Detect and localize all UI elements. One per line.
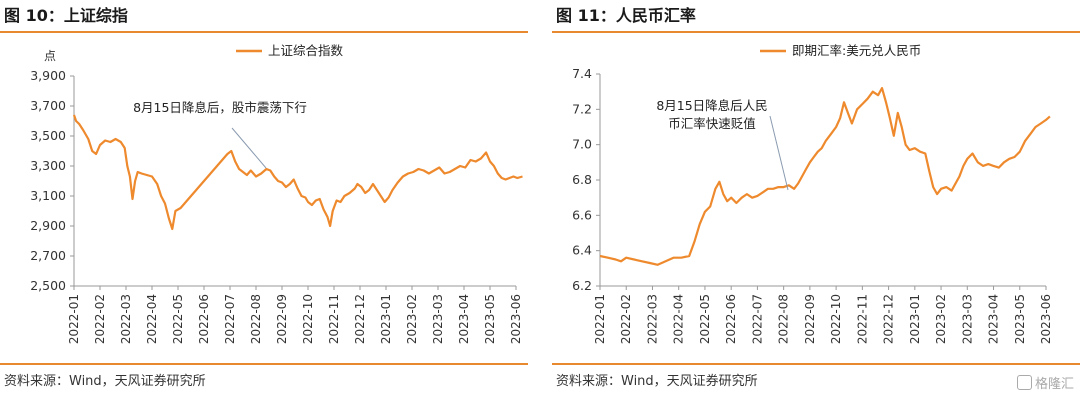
source-rule — [552, 363, 1080, 365]
line-chart: 6.2 6.4 6.6 6.8 7.0 7.2 7.4 2022-01 2022-02 2022-… — [572, 43, 1053, 344]
y-tick-label: 6.6 — [572, 207, 592, 222]
x-tick-label: 2022-05 — [698, 294, 712, 344]
x-tick-label: 2023-05 — [483, 294, 497, 344]
annotation-text: 币汇率快速贬值 — [668, 116, 756, 131]
x-tick-label: 2022-06 — [724, 294, 738, 344]
source-rule — [0, 363, 528, 365]
y-tick-label: 7.0 — [572, 137, 592, 152]
y-tick-label: 7.2 — [572, 101, 592, 116]
x-tick-label: 2023-01 — [908, 294, 922, 344]
line-chart: 2,500 2,700 2,900 3,100 3,300 3,500 3,700 3,900… — [30, 43, 523, 344]
x-tick-label: 2022-10 — [301, 294, 315, 344]
x-tick-label: 2023-02 — [405, 294, 419, 344]
series-line — [72, 114, 523, 231]
legend-label: 即期汇率:美元兑人民币 — [792, 43, 921, 58]
y-tick-label: 2,700 — [30, 248, 66, 263]
x-tick-label: 2022-04 — [672, 294, 686, 344]
x-tick-label: 2022-09 — [803, 294, 817, 344]
annotation-text: 8月15日降息后，股市震荡下行 — [133, 100, 307, 115]
x-tick-label: 2023-03 — [431, 294, 445, 344]
watermark-logo-icon — [1016, 375, 1032, 390]
x-tick-label: 2022-09 — [275, 294, 289, 344]
source-note: 资料来源：Wind，天风证券研究所 — [4, 374, 206, 389]
legend-label: 上证综合指数 — [268, 43, 344, 58]
x-tick-label: 2023-06 — [1039, 294, 1053, 344]
figure-title: 图 10：上证综指 — [4, 6, 128, 25]
x-tick-label: 2022-10 — [829, 294, 843, 344]
x-tick-label: 2023-05 — [1013, 294, 1027, 344]
x-tick-label: 2023-03 — [960, 294, 974, 344]
x-tick-label: 2022-01 — [67, 294, 81, 344]
y-tick-label: 3,700 — [30, 98, 66, 113]
y-tick-label: 7.4 — [572, 66, 592, 81]
x-tick-label: 2022-11 — [327, 294, 341, 344]
title-rule — [552, 31, 1080, 33]
x-tick-label: 2022-05 — [171, 294, 185, 344]
x-tick-label: 2022-07 — [223, 294, 237, 344]
x-tick-label: 2022-08 — [249, 294, 263, 344]
x-tick-label: 2022-11 — [855, 294, 869, 344]
x-tick-label: 2022-07 — [750, 294, 764, 344]
y-tick-label: 2,500 — [30, 278, 66, 293]
y-tick-label: 3,300 — [30, 158, 66, 173]
x-tick-label: 2022-02 — [93, 294, 107, 344]
x-tick-label: 2023-06 — [509, 294, 523, 344]
watermark-text: 格隆汇 — [1034, 377, 1074, 392]
x-tick-label: 2022-03 — [119, 294, 133, 344]
x-tick-label: 2023-02 — [934, 294, 948, 344]
x-tick-label: 2023-01 — [379, 294, 393, 344]
y-tick-label: 3,500 — [30, 128, 66, 143]
x-tick-label: 2022-01 — [593, 294, 607, 344]
x-tick-label: 2022-03 — [645, 294, 659, 344]
y-tick-label: 3,100 — [30, 188, 66, 203]
panel-rmb-exchange-rate: 图 11：人民币汇率 6.2 6.4 6.6 6.8 7.0 7.2 7.4 2022-01 2… — [552, 0, 1080, 402]
x-tick-label: 2022-02 — [619, 294, 633, 344]
x-tick-label: 2023-04 — [457, 294, 471, 344]
x-tick-label: 2022-12 — [882, 294, 896, 344]
y-tick-label: 2,900 — [30, 218, 66, 233]
x-tick-label: 2022-08 — [777, 294, 791, 344]
y-tick-label: 6.2 — [572, 278, 592, 293]
x-tick-label: 2022-04 — [145, 294, 159, 344]
annotation-text: 8月15日降息后人民 — [656, 98, 767, 113]
x-tick-label: 2023-04 — [987, 294, 1001, 344]
annotation-leader-line — [231, 127, 267, 169]
panel-shanghai-composite: 图 10：上证综指 2,500 2,700 2,900 3,100 3,300 3,500… — [0, 0, 528, 402]
y-axis-unit-label: 点 — [44, 49, 56, 63]
annotation-leader-line — [769, 115, 789, 191]
source-note: 资料来源：Wind，天风证券研究所 — [556, 374, 758, 389]
y-tick-label: 6.8 — [572, 172, 592, 187]
title-rule — [0, 31, 528, 33]
x-tick-label: 2022-06 — [197, 294, 211, 344]
series-line — [599, 87, 1051, 266]
y-tick-label: 3,900 — [30, 68, 66, 83]
y-tick-label: 6.4 — [572, 243, 592, 258]
watermark: 格隆汇 — [1016, 373, 1074, 392]
figure-title: 图 11：人民币汇率 — [556, 6, 696, 25]
x-tick-label: 2022-12 — [353, 294, 367, 344]
